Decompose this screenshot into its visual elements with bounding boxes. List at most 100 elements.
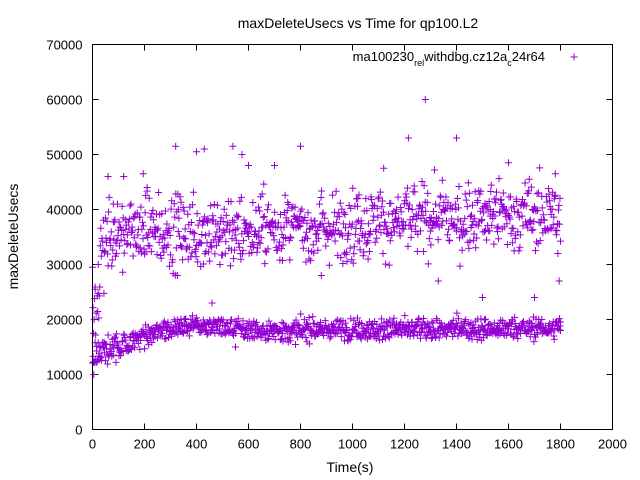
data-point [227,316,235,324]
data-point [203,326,211,334]
data-point [434,236,442,244]
data-point [469,201,477,209]
data-point [510,202,518,210]
data-point [385,334,393,342]
data-point [516,231,524,239]
data-point [389,318,397,326]
data-point [263,206,271,214]
data-point [321,317,329,325]
data-point [282,234,290,242]
data-point [279,330,287,338]
data-point [154,224,162,232]
data-point [259,213,267,221]
data-point [551,170,559,178]
data-point [468,221,476,229]
data-point [385,261,393,269]
data-point [204,215,212,223]
data-point [380,164,388,172]
data-point [330,230,338,238]
x-tick-label: 600 [238,437,260,452]
data-point [403,184,411,192]
data-point [426,323,434,331]
data-point [256,207,264,215]
data-point [148,210,156,218]
data-point [395,214,403,222]
data-point [555,201,563,209]
data-point [194,317,202,325]
data-point [555,277,563,285]
data-point [227,198,235,206]
data-point [167,251,175,259]
data-point [239,237,247,245]
data-point [157,251,165,259]
data-point [180,207,188,215]
data-point [310,249,318,257]
legend-label-part: c [507,58,512,68]
data-point [167,205,175,213]
data-point [360,248,368,256]
data-point [520,318,528,326]
data-point [318,220,326,228]
data-point [211,250,219,258]
data-point [343,248,351,256]
data-point [419,203,427,211]
data-point [371,238,379,246]
data-point [427,241,435,249]
data-point [521,179,529,187]
data-point [277,245,285,253]
data-point [231,231,239,239]
data-point [102,234,110,242]
data-point [519,222,527,230]
data-point [235,243,243,251]
data-point [534,328,542,336]
data-point [139,235,147,243]
data-point [331,237,339,245]
data-point [253,332,261,340]
data-point [368,196,376,204]
y-axis-title: maxDeleteUsecs [5,184,21,290]
data-point [364,220,372,228]
data-point [526,319,534,327]
data-point [320,223,328,231]
data-point [511,313,519,321]
data-point [364,255,372,263]
data-point [300,325,308,333]
data-point [454,315,462,323]
data-point [510,333,518,341]
data-point [250,241,258,249]
data-point [119,268,127,276]
data-point [341,210,349,218]
data-point [376,188,384,196]
data-point [402,193,410,201]
legend-marker [570,53,578,61]
data-point [550,332,558,340]
data-point [181,225,189,233]
data-point [236,197,244,205]
data-point [344,235,352,243]
data-point [289,323,297,331]
data-point [260,180,268,188]
data-point [92,331,100,339]
data-point [536,320,544,328]
data-point [226,221,234,229]
data-point [166,262,174,270]
data-point [294,321,302,329]
x-tick-label: 0 [89,437,96,452]
data-point [552,231,560,239]
data-point [246,224,254,232]
data-point [516,243,524,251]
data-point [159,325,167,333]
data-point [226,320,234,328]
data-point [468,335,476,343]
data-point [404,134,412,142]
data-point [556,194,564,202]
data-point [335,213,343,221]
data-point [179,329,187,337]
data-point [422,207,430,215]
data-point [408,225,416,233]
data-point [530,338,538,346]
data-point [163,220,171,228]
data-point [551,191,559,199]
data-point [137,249,145,257]
data-point [494,228,502,236]
